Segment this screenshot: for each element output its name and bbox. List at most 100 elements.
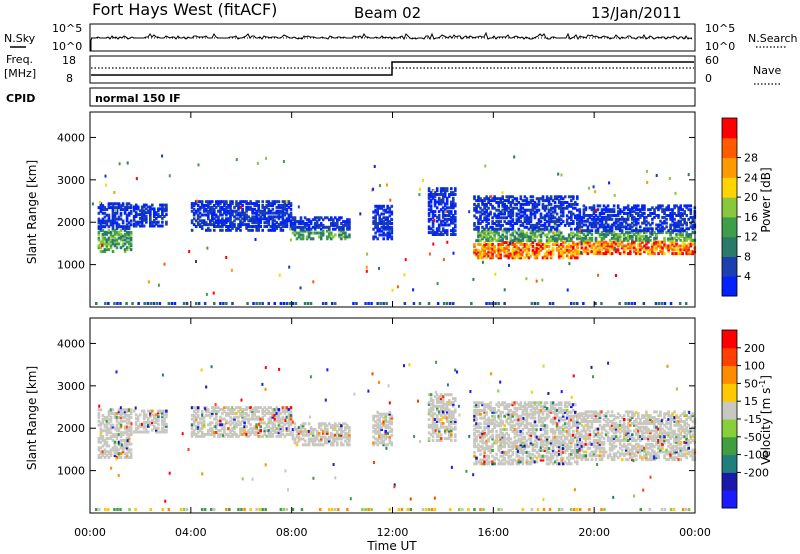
echo-cell (549, 252, 553, 256)
echo-cell (299, 424, 303, 428)
echo-cell (493, 235, 496, 239)
echo-cell (535, 229, 539, 233)
echo-cell (503, 220, 506, 224)
echo-cell (637, 233, 640, 236)
echo-cell (213, 410, 216, 413)
echo-cell (319, 222, 323, 225)
echo-cell (103, 415, 107, 419)
echo-cell (285, 223, 289, 227)
echo-cell (509, 201, 513, 204)
scatter-cell (646, 181, 649, 184)
echo-cell (265, 217, 269, 221)
echo-cell (497, 252, 500, 256)
scatter-cell (378, 266, 380, 270)
scatter-cell (418, 187, 421, 191)
echo-cell (509, 403, 513, 407)
echo-cell (637, 204, 640, 208)
echo-cell (340, 433, 343, 437)
echo-cell (111, 204, 115, 208)
echo-cell (196, 209, 200, 213)
echo-cell (507, 254, 510, 258)
echo-cell (255, 202, 258, 206)
echo-cell (501, 237, 504, 241)
echo-cell (604, 210, 608, 214)
echo-cell (535, 202, 539, 206)
echo-cell (677, 208, 680, 212)
echo-cell (374, 429, 377, 433)
echo-cell (445, 196, 449, 200)
echo-cell (190, 219, 194, 223)
echo-cell (138, 209, 142, 213)
echo-cell (200, 219, 204, 223)
echo-cell (211, 421, 214, 425)
echo-cell (245, 209, 248, 213)
echo-cell (683, 229, 686, 233)
echo-cell (239, 213, 242, 217)
echo-cell (667, 246, 670, 250)
echo-cell (101, 221, 105, 225)
echo-cell (513, 243, 517, 246)
echo-cell (372, 210, 375, 214)
echo-cell (253, 408, 256, 412)
echo-cell (231, 223, 234, 227)
echo-cell (673, 223, 676, 227)
echo-cell (499, 412, 502, 416)
echo-cell (608, 248, 612, 252)
echo-cell (533, 216, 537, 220)
echo-cell (261, 205, 264, 209)
echo-cell (521, 237, 525, 241)
echo-cell (479, 250, 482, 254)
echo-cell (485, 458, 488, 462)
echo-cell (429, 206, 433, 210)
echo-cell (643, 231, 646, 235)
echo-cell (348, 220, 351, 224)
echo-cell (454, 217, 457, 221)
echo-cell (519, 214, 523, 218)
echo-cell (487, 246, 490, 250)
echo-cell (606, 225, 610, 229)
echo-cell (503, 229, 506, 233)
echo-cell (441, 198, 445, 202)
echo-cell (213, 432, 216, 436)
scatter-cell (386, 183, 388, 187)
echo-cell (481, 235, 484, 239)
echo-cell (374, 441, 377, 445)
echo-cell (380, 437, 383, 441)
echo-cell (495, 403, 498, 407)
echo-cell (572, 212, 575, 216)
echo-cell (626, 244, 630, 248)
echo-cell (336, 218, 339, 222)
echo-cell (99, 223, 103, 227)
echo-cell (376, 229, 379, 233)
echo-cell (495, 220, 498, 224)
echo-cell (437, 410, 441, 414)
echo-cell (497, 449, 500, 452)
echo-cell (237, 434, 240, 438)
echo-cell (539, 235, 543, 239)
echo-cell (624, 217, 628, 221)
echo-cell (499, 250, 502, 254)
echo-cell (149, 413, 152, 417)
echo-cell (103, 236, 107, 240)
echo-cell (113, 206, 117, 210)
scatter-cell (560, 173, 563, 177)
echo-cell (527, 235, 531, 239)
echo-cell (671, 236, 674, 240)
echo-cell (125, 421, 129, 425)
echo-cell (443, 437, 447, 441)
echo-cell (200, 432, 204, 436)
echo-cell (340, 428, 343, 431)
echo-cell (669, 231, 672, 235)
echo-cell (517, 248, 521, 252)
echo-cell (153, 215, 156, 218)
echo-cell (145, 415, 148, 419)
echo-cell (487, 426, 490, 430)
echo-cell (267, 204, 271, 207)
echo-cell (271, 228, 275, 232)
echo-cell (643, 248, 646, 252)
echo-cell (301, 235, 305, 239)
echo-cell (551, 239, 555, 243)
echo-cell (301, 225, 305, 229)
echo-cell (547, 244, 551, 248)
echo-cell (527, 220, 531, 224)
